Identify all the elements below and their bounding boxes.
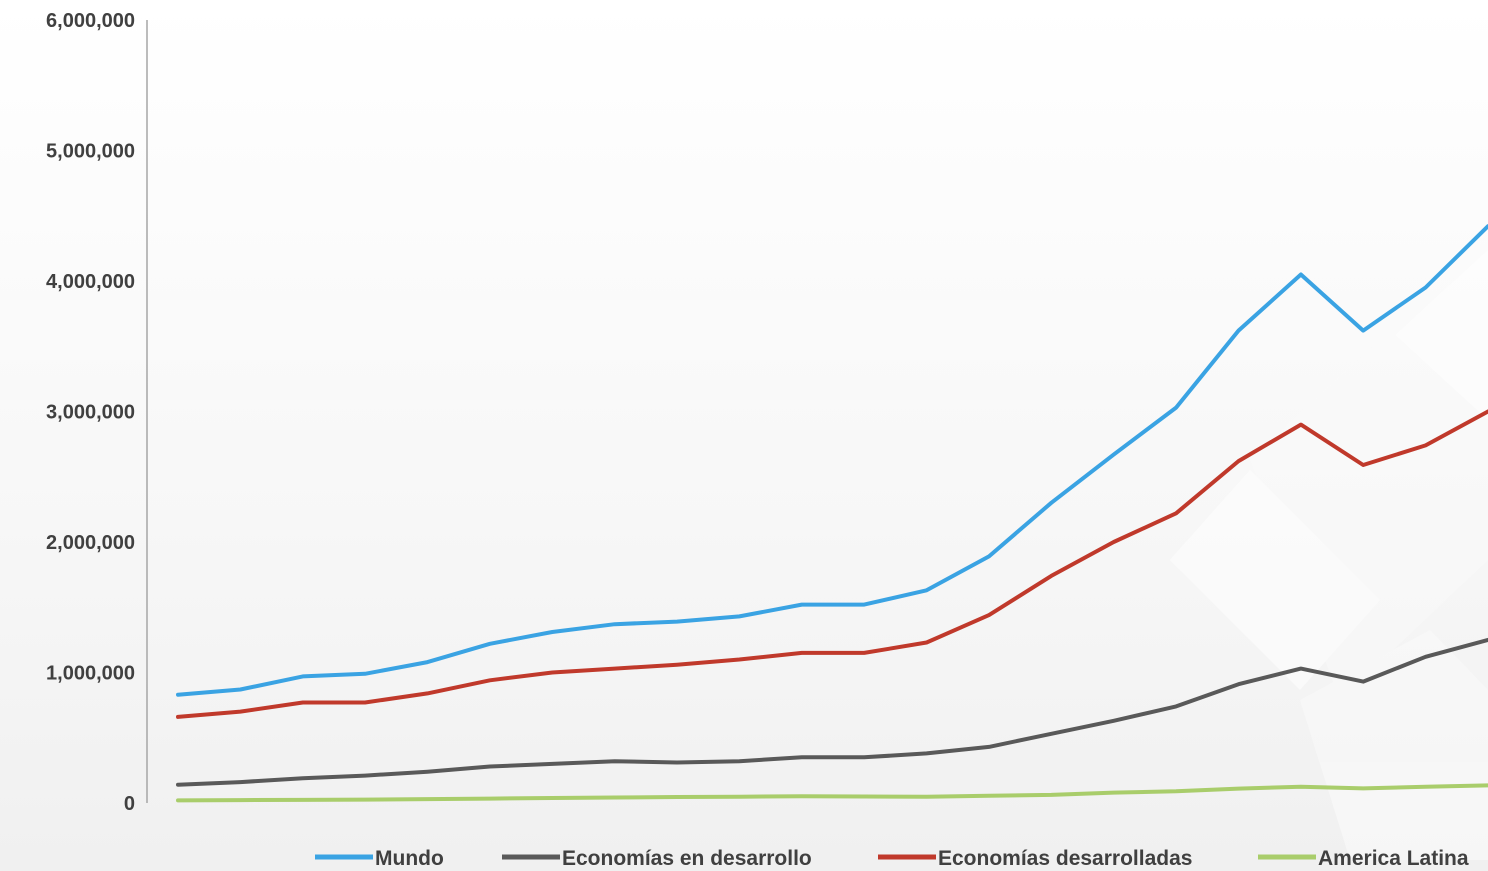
series-line-3 (176, 409, 1488, 719)
y-tick-label: 6,000,000 (46, 10, 135, 32)
y-tick-label: 3,000,000 (46, 402, 135, 424)
legend-item: Economías en desarrollo (502, 847, 812, 870)
series-layer (176, 224, 1488, 803)
series-line-4 (176, 783, 1488, 803)
legend-label: Economías en desarrollo (562, 847, 812, 870)
series-line-2 (176, 637, 1488, 787)
y-tick-label: 0 (124, 793, 135, 815)
series-line-1 (176, 224, 1488, 697)
y-tick-labels: 0 1,000,000 2,000,000 3,000,000 4,000,000 5,0… (46, 10, 135, 815)
legend-label: America Latina (1318, 847, 1469, 870)
background-watermark (1170, 250, 1488, 860)
y-tick-label: 2,000,000 (46, 532, 135, 554)
legend: Mundo Economías en desarrollo Economías de… (315, 847, 1469, 870)
legend-item: Mundo (315, 847, 444, 870)
y-tick-label: 4,000,000 (46, 271, 135, 293)
legend-item: America Latina (1258, 847, 1469, 870)
legend-label: Mundo (375, 847, 444, 870)
legend-label: Economías desarrolladas (938, 847, 1192, 870)
legend-item: Economías desarrolladas (878, 847, 1192, 870)
y-tick-label: 5,000,000 (46, 141, 135, 163)
y-tick-label: 1,000,000 (46, 663, 135, 685)
